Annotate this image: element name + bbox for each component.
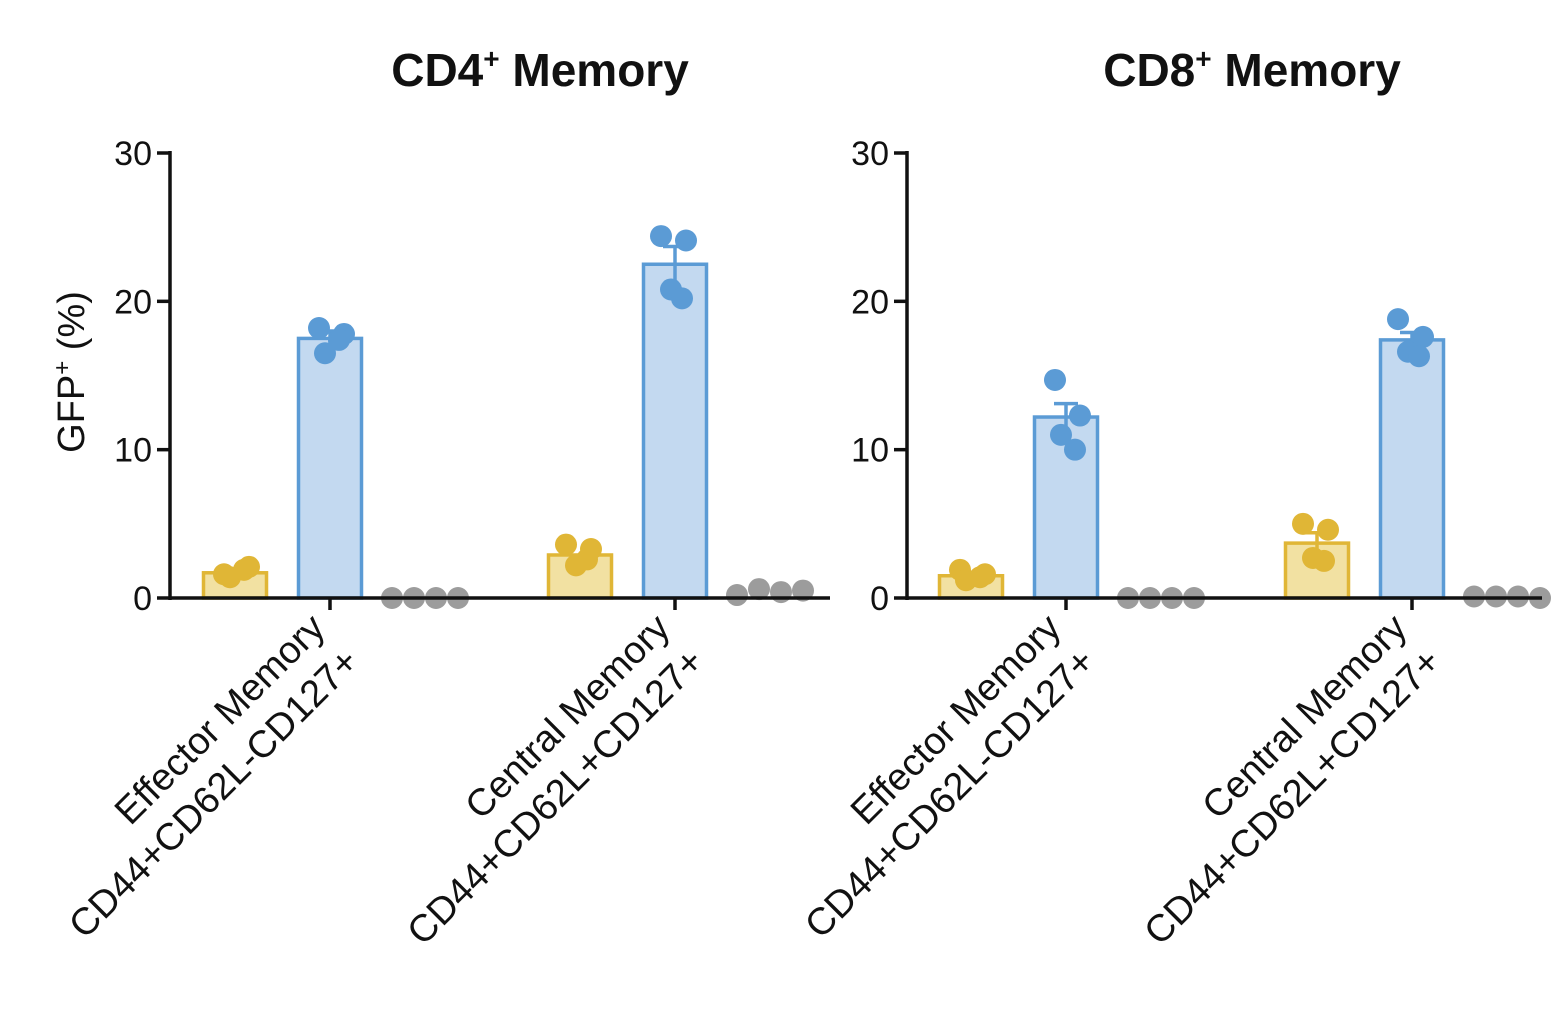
- data-point-blue: [314, 342, 336, 365]
- x-category-label-line2: CD44+CD62L-CD127+: [61, 641, 367, 947]
- data-point-blue: [328, 328, 350, 351]
- y-tick-label: 20: [114, 283, 152, 321]
- data-point-yellow: [1292, 512, 1314, 535]
- data-point-blue: [1408, 345, 1430, 368]
- data-point-grey: [770, 581, 792, 604]
- y-tick-label: 30: [851, 135, 889, 173]
- panel-cd8-memory: CD8+ Memory 0 10 20 30 Effector MemoryCD44+C…: [797, 43, 1551, 954]
- x-category-label-line2: CD44+CD62L-CD127+: [797, 641, 1103, 947]
- data-point-yellow: [576, 548, 598, 571]
- x-category-label-line2: CD44+CD62L+CD127+: [400, 641, 713, 954]
- data-point-grey: [748, 578, 770, 601]
- data-point-blue: [675, 229, 697, 252]
- y-tick-label: 0: [870, 580, 889, 618]
- data-point-grey: [792, 579, 814, 602]
- data-point-yellow: [969, 566, 991, 589]
- data-point-blue: [1069, 404, 1091, 427]
- y-tick-label: 10: [851, 432, 889, 470]
- y-tick-label: 10: [114, 432, 152, 470]
- bar-blue: [1378, 338, 1446, 600]
- data-point-blue: [1387, 308, 1409, 331]
- data-point-blue: [650, 225, 672, 248]
- y-tick-label: 20: [851, 283, 889, 321]
- data-point-blue: [671, 287, 693, 310]
- data-point-yellow: [555, 533, 577, 556]
- data-point-blue: [1044, 368, 1066, 391]
- data-point-yellow: [1317, 518, 1339, 541]
- data-point-yellow: [1313, 549, 1335, 572]
- panel-cd4-memory: CD4+ Memory GFP+ (%) 0 10 20 30 Effector Mem…: [49, 43, 830, 954]
- y-tick-label: 0: [133, 580, 152, 618]
- x-category-label-line2: CD44+CD62L+CD127+: [1137, 641, 1450, 954]
- bar-blue: [641, 262, 709, 600]
- data-point-blue: [308, 317, 330, 340]
- bar-blue: [296, 336, 364, 600]
- y-axis-label: GFP+ (%): [49, 291, 93, 453]
- data-point-blue: [1064, 438, 1086, 461]
- data-point-blue: [1412, 325, 1434, 348]
- panel-title-cd8: CD8+ Memory: [1103, 43, 1401, 96]
- panel-title-cd4: CD4+ Memory: [391, 43, 689, 96]
- y-tick-label: 30: [114, 135, 152, 173]
- data-point-yellow: [233, 558, 255, 581]
- data-point-blue: [1050, 423, 1072, 446]
- data-point-grey: [726, 584, 748, 607]
